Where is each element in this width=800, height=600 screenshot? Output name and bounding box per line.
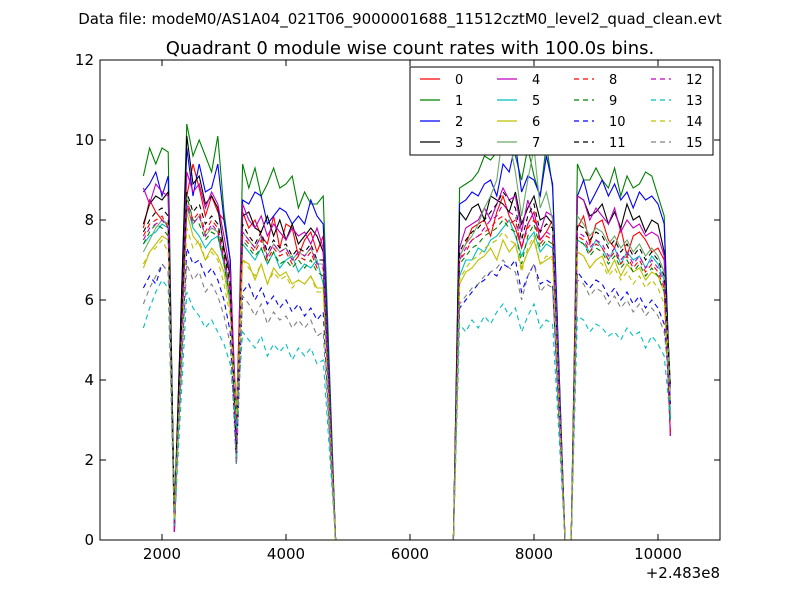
series-line-14 [142, 227, 671, 540]
legend-label-11: 11 [609, 136, 626, 151]
series-line-4 [142, 171, 671, 540]
y-tick-label: 12 [75, 51, 94, 69]
y-tick-label: 0 [84, 531, 94, 549]
y-tick-label: 4 [84, 371, 94, 389]
legend-label-9: 9 [609, 94, 617, 109]
series-line-8 [142, 199, 671, 540]
series-line-7 [142, 130, 671, 540]
legend-label-14: 14 [686, 115, 703, 130]
x-tick-label: 4000 [267, 545, 305, 563]
y-tick-label: 10 [75, 131, 94, 149]
series-line-11 [142, 190, 671, 540]
legend-label-13: 13 [686, 94, 703, 109]
legend-label-0: 0 [455, 73, 463, 88]
series-layer [142, 123, 671, 540]
legend-label-15: 15 [686, 136, 703, 151]
data-file-label: Data file: modeM0/AS1A04_021T06_90000016… [78, 10, 722, 29]
series-line-3 [142, 135, 671, 540]
legend-label-2: 2 [455, 115, 463, 130]
x-tick-label: 8000 [515, 545, 553, 563]
x-tick-label: 2000 [143, 545, 181, 563]
legend-label-5: 5 [532, 94, 540, 109]
legend-label-1: 1 [455, 94, 463, 109]
series-line-2 [142, 143, 671, 540]
series-line-15 [142, 259, 671, 540]
series-line-10 [142, 247, 671, 540]
legend-box [409, 66, 714, 156]
legend-label-12: 12 [686, 73, 703, 88]
series-line-0 [142, 163, 671, 540]
plot-frame [99, 59, 721, 541]
y-tick-label: 6 [84, 291, 94, 309]
series-line-6 [142, 211, 671, 540]
series-line-1 [142, 123, 671, 540]
legend-label-3: 3 [455, 136, 463, 151]
x-offset-label: +2.483e8 [646, 564, 720, 582]
legend-label-8: 8 [609, 73, 617, 88]
series-line-13 [142, 278, 671, 540]
x-tick-label: 10000 [634, 545, 682, 563]
legend-label-6: 6 [532, 115, 540, 130]
legend-label-7: 7 [532, 136, 540, 151]
legend-label-10: 10 [609, 115, 626, 130]
chart-title: Quadrant 0 module wise count rates with … [166, 38, 655, 59]
legend-label-4: 4 [532, 73, 540, 88]
series-line-12 [142, 202, 671, 540]
series-line-9 [142, 195, 671, 540]
y-tick-label: 2 [84, 451, 94, 469]
y-tick-label: 8 [84, 211, 94, 229]
x-tick-label: 6000 [391, 545, 429, 563]
